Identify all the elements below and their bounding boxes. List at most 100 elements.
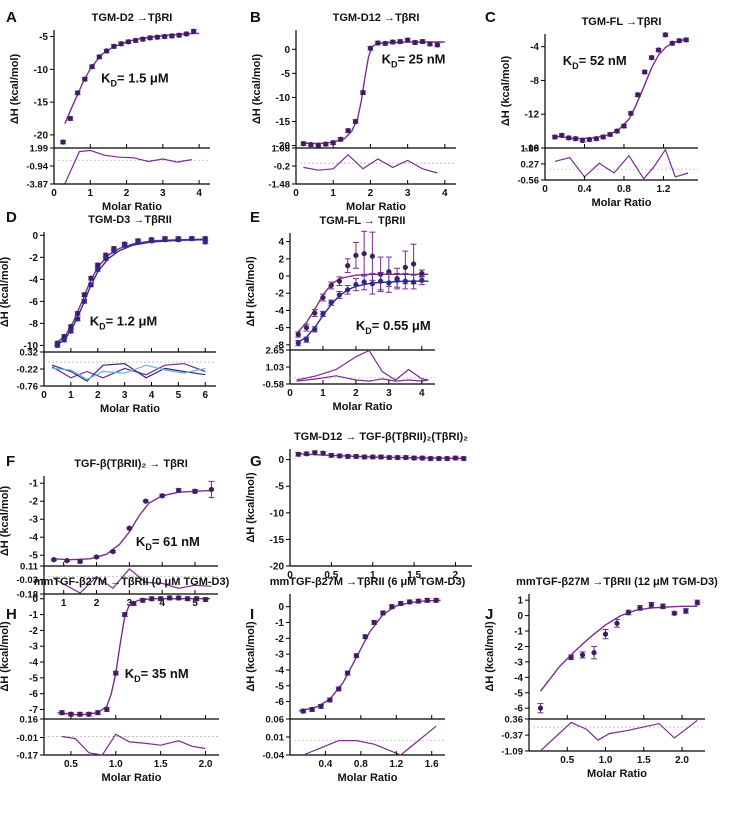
panel-title: TGM-D3 →TβRII [88, 214, 172, 226]
y-axis-label: ΔH (kcal/mol) [0, 486, 11, 557]
data-point [424, 597, 430, 603]
data-point [81, 298, 87, 305]
data-point [86, 711, 92, 717]
data-point [320, 311, 326, 317]
x-tick-label: 2 [124, 188, 130, 199]
x-tick-label: 1.6 [425, 759, 439, 770]
y-tick-label: -2 [29, 497, 38, 508]
residual-tick-label: 0.32 [20, 348, 39, 359]
panel-a: A TGM-D2 →TβRI -5 -10 -15 -20 1.99 -0.94 -3.870 1… [6, 9, 210, 213]
x-axis-label: Molar Ratio [100, 403, 160, 415]
data-point [110, 548, 116, 555]
data-point [370, 454, 376, 460]
data-point [328, 452, 335, 459]
kd-subscript: D [391, 60, 398, 70]
y-tick-label: -15 [270, 535, 285, 546]
residual-line [51, 362, 206, 382]
data-point [300, 708, 306, 714]
data-point [648, 54, 655, 61]
x-tick-label: 3 [127, 598, 133, 609]
data-point [345, 128, 351, 134]
panel-title: mmTGF-β27M →TβRII (12 μM TGM-D3) [516, 576, 718, 588]
kd-value: = 61 nM [152, 534, 200, 549]
kd-k: K [101, 70, 111, 85]
x-tick-label: 5 [192, 598, 198, 609]
x-tick-label: 0.5 [560, 755, 574, 766]
data-point [361, 279, 367, 285]
x-tick-label: 0.5 [324, 570, 338, 581]
data-point [386, 280, 392, 286]
data-point [320, 450, 326, 456]
data-point [338, 136, 344, 142]
x-axis-label: Molar Ratio [102, 201, 162, 213]
panel-label: B [250, 9, 261, 26]
y-tick-label: -4 [514, 673, 523, 684]
panel-label: D [6, 209, 17, 226]
data-point [389, 604, 395, 610]
data-point [607, 131, 613, 138]
y-tick-label: -15 [276, 117, 291, 128]
data-point [552, 134, 558, 140]
residual-tick-label: -0.03 [16, 575, 38, 586]
data-point [537, 705, 544, 711]
data-point [159, 493, 165, 499]
data-point [191, 28, 197, 34]
panel-title: TGF-β(TβRII)₂ → TβRI [74, 458, 188, 470]
data-point [602, 631, 609, 637]
data-point [51, 557, 57, 563]
data-point [162, 33, 168, 40]
kd-subscript: D [134, 674, 141, 684]
residual-line [64, 149, 193, 184]
fit-curve [57, 598, 210, 716]
residual-tick-label: 0.01 [266, 733, 285, 744]
data-point [345, 287, 351, 293]
data-point [303, 324, 310, 331]
y-tick-label: -3 [29, 515, 38, 526]
data-point [362, 634, 368, 640]
data-point [614, 128, 620, 134]
data-point [162, 237, 168, 243]
data-point [655, 47, 662, 53]
data-point [327, 697, 333, 703]
data-point [135, 239, 141, 245]
x-tick-label: 0 [51, 188, 57, 199]
x-tick-label: 2 [95, 390, 101, 401]
data-point [371, 619, 377, 626]
data-point [398, 600, 404, 607]
x-tick-label: 0 [542, 184, 548, 195]
residual-line [540, 719, 698, 752]
kd-subscript: D [111, 78, 118, 88]
data-point [572, 136, 579, 142]
data-point [295, 340, 301, 346]
x-tick-label: 0.4 [578, 184, 592, 195]
kd-k: K [125, 666, 135, 681]
y-tick-label: -4 [275, 306, 284, 317]
data-point [579, 652, 586, 658]
x-axis-label: Molar Ratio [346, 201, 406, 213]
data-point [394, 454, 401, 461]
x-tick-label: 0 [287, 570, 293, 581]
panel-label: H [6, 606, 17, 623]
kd-subscript: D [145, 542, 152, 552]
data-point [169, 33, 175, 39]
data-point [140, 36, 146, 42]
kd-value: = 25 nM [397, 52, 445, 67]
panel-title: TGM-D12 → TGF-β(TβRII)₂(TβRI)₂ [294, 431, 468, 443]
data-point [444, 455, 450, 462]
kd-subscript: D [572, 61, 579, 71]
data-point [375, 40, 381, 46]
data-point [336, 292, 343, 298]
x-tick-label: 2.0 [199, 759, 213, 770]
panel-title: TGM-FL → TβRII [320, 215, 406, 227]
residual-tick-label: -0.2 [274, 162, 290, 173]
x-axis-label: Molar Ratio [587, 768, 647, 780]
panel-label: I [250, 606, 254, 623]
data-point [64, 557, 70, 564]
y-tick-label: -6 [514, 704, 523, 715]
data-point [461, 455, 467, 462]
data-point [427, 455, 434, 462]
y-tick-label: -15 [34, 98, 49, 109]
data-point [353, 653, 360, 659]
data-point [118, 41, 124, 47]
